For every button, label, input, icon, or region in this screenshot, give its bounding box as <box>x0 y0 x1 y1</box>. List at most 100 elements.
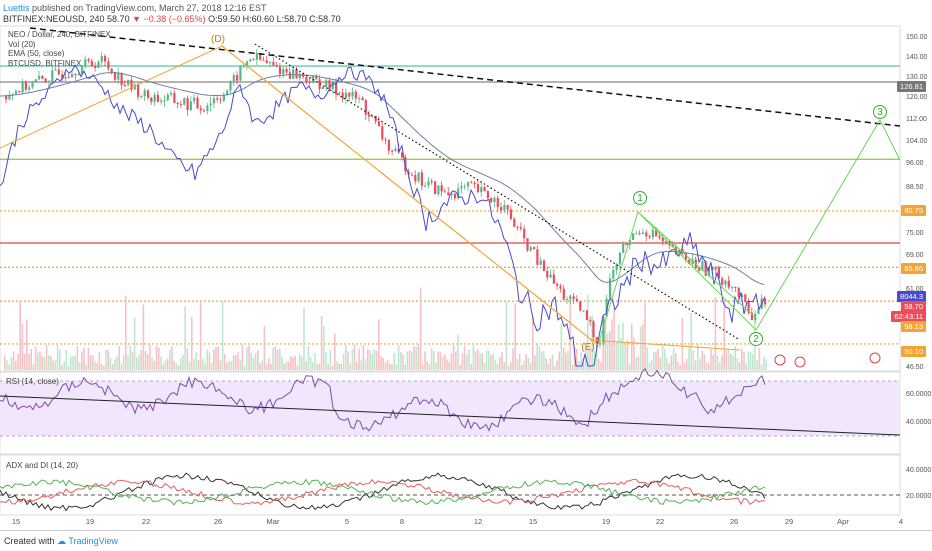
candle-body <box>391 150 394 152</box>
volume-bar <box>455 351 457 370</box>
volume-bar <box>734 345 736 370</box>
candle-body <box>486 190 489 198</box>
candle-body <box>212 98 216 104</box>
volume-bar <box>481 353 483 370</box>
candle-body <box>196 97 199 109</box>
volume-bar <box>635 357 637 370</box>
volume-bar <box>122 355 125 370</box>
volume-bar <box>237 352 239 370</box>
candle-body <box>344 92 348 99</box>
candle-body <box>430 181 433 183</box>
candle-body <box>460 186 463 189</box>
volume-bar <box>556 360 558 370</box>
candle-body <box>265 60 268 64</box>
volume-bar <box>446 359 448 370</box>
volume-bar <box>283 363 285 370</box>
tradingview-logo-icon: ☁ <box>57 536 67 546</box>
candle-body <box>117 72 120 80</box>
volume-bar <box>690 312 692 370</box>
author-link[interactable]: Luettis <box>3 3 30 13</box>
wave-label-circle <box>633 191 647 205</box>
y-tick-label: 61.00 <box>906 286 924 293</box>
x-tick-label: 29 <box>785 517 793 526</box>
rsi-line <box>0 367 766 432</box>
candle-body <box>645 232 648 237</box>
volume-bar <box>166 358 169 370</box>
candle-body <box>612 270 615 279</box>
candle-body <box>701 261 704 271</box>
volume-bar <box>657 348 659 370</box>
candle-body <box>615 264 618 271</box>
volume-bar <box>631 324 633 370</box>
volume-bar <box>536 344 538 370</box>
volume-bar <box>6 360 8 370</box>
candle-body <box>170 93 173 95</box>
event-flag-icon[interactable] <box>794 356 806 368</box>
volume-bar <box>292 357 294 370</box>
price-chart[interactable]: (D)(E)123 150.00140.00130.00120.00112.00… <box>0 0 932 530</box>
orange-wave-line <box>221 45 599 346</box>
volume-bar <box>37 352 39 370</box>
candle-body <box>288 72 291 79</box>
candle-body <box>252 59 255 61</box>
candle-body <box>757 308 760 314</box>
volume-bar <box>681 318 684 370</box>
volume-bar <box>217 346 219 370</box>
volume-bar <box>254 352 257 370</box>
volume-bar <box>459 364 461 370</box>
volume-bar <box>30 348 32 370</box>
volume-bar <box>127 355 129 370</box>
volume-bar <box>107 350 109 370</box>
volume-bar <box>529 362 532 370</box>
volume-bar <box>697 344 699 370</box>
volume-bar <box>270 363 272 370</box>
candle-body <box>189 101 192 110</box>
candle-body <box>655 229 658 237</box>
volume-bar <box>202 358 204 370</box>
volume-bar <box>595 343 598 370</box>
event-flag-icon[interactable] <box>774 354 786 366</box>
candle-body <box>94 65 97 68</box>
volume-bar <box>298 353 301 370</box>
volume-bar <box>532 317 534 370</box>
volume-bar <box>516 359 519 370</box>
candle-body <box>236 75 239 81</box>
candle-body <box>648 236 651 238</box>
volume-bar <box>45 344 48 370</box>
volume-bar <box>54 360 57 370</box>
volume-bar <box>745 363 747 370</box>
brand-name[interactable]: TradingView <box>68 536 118 546</box>
candle-body <box>90 61 93 66</box>
candle-body <box>269 62 272 64</box>
candle-body <box>724 280 727 285</box>
rsi-label: RSI (14, close) <box>6 377 59 386</box>
price-label: 62:43:11 <box>891 311 926 322</box>
candle-body <box>77 74 80 76</box>
candle-body <box>536 249 539 265</box>
rsi-trendline <box>0 395 901 436</box>
volume-bar <box>186 348 189 370</box>
wave-label: (D) <box>211 34 225 45</box>
candle-body <box>163 100 166 102</box>
event-flag-icon[interactable] <box>869 352 881 364</box>
x-tick-label: 15 <box>12 517 20 526</box>
volume-bar <box>133 317 136 370</box>
candle-body <box>374 115 377 122</box>
candle-body <box>476 184 480 193</box>
volume-bar <box>94 360 96 370</box>
candle-body <box>569 296 572 300</box>
volume-bar <box>345 345 347 370</box>
volume-bar <box>246 347 248 370</box>
volume-bar <box>96 362 98 370</box>
volume-bar <box>12 351 15 370</box>
volume-bar <box>118 346 120 370</box>
volume-bar <box>164 360 167 370</box>
candle-body <box>582 310 585 312</box>
volume-bar <box>199 301 202 370</box>
volume-bar <box>413 346 415 370</box>
candle-body <box>57 69 60 75</box>
footer: Created with ☁ TradingView <box>0 530 932 551</box>
candle-body <box>143 90 146 97</box>
volume-bar <box>206 349 208 370</box>
candle-body <box>632 233 635 240</box>
